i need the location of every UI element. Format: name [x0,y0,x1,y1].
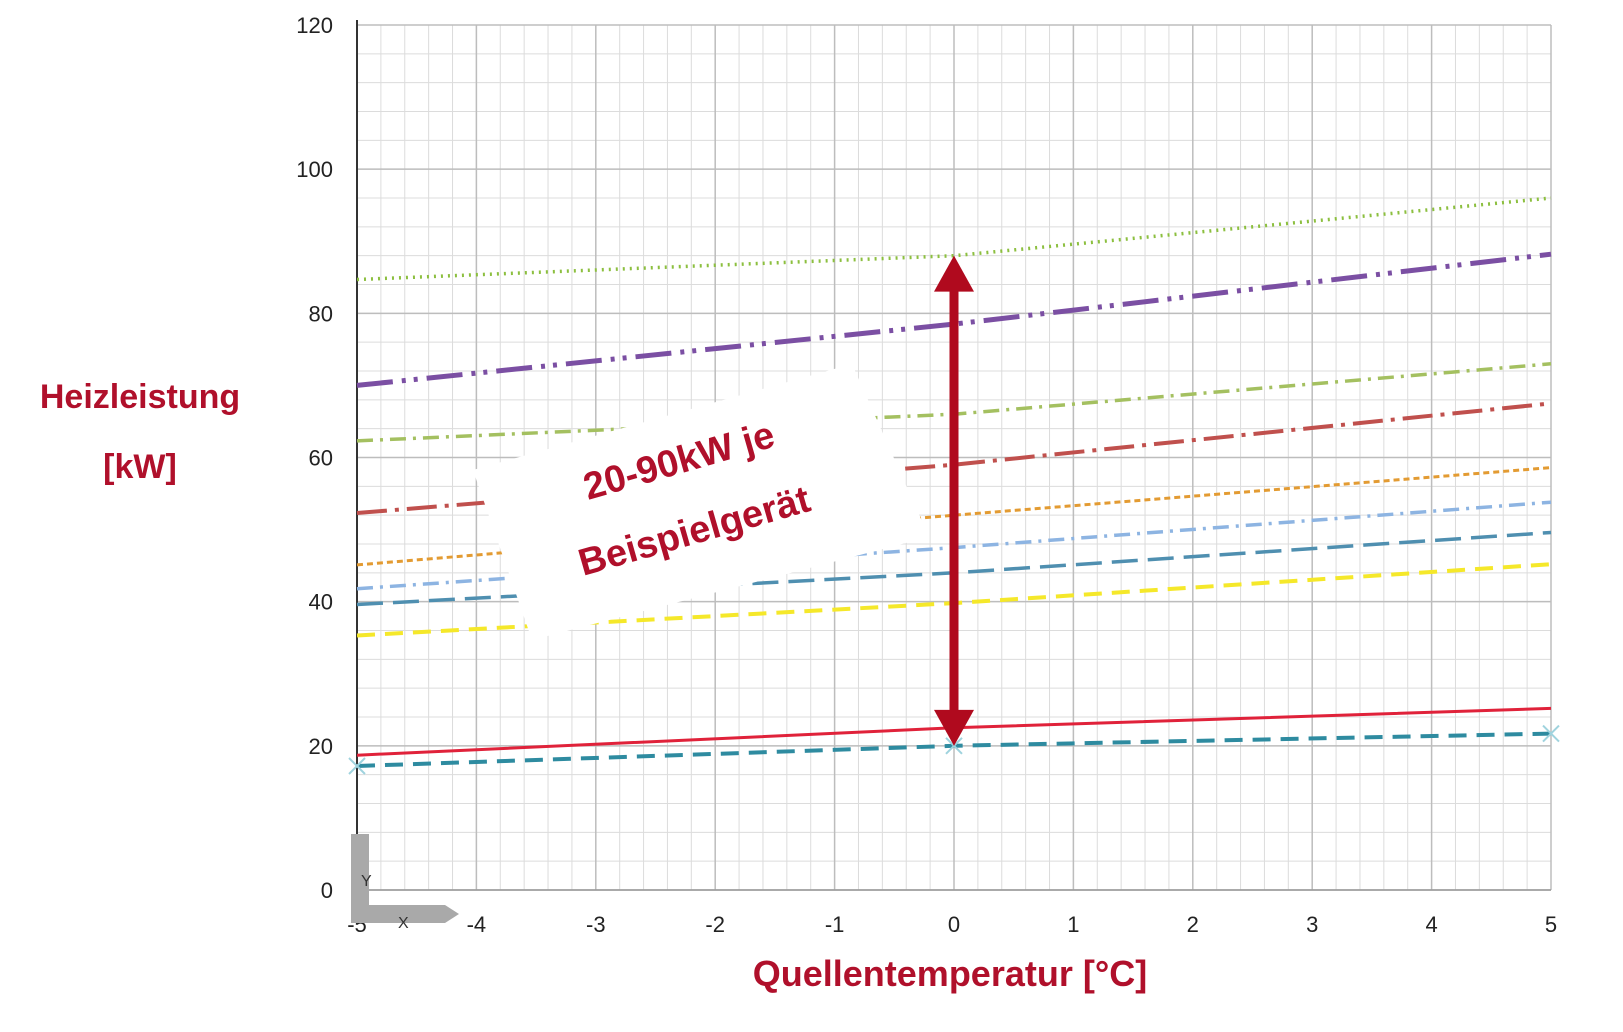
x-tick-label: -1 [825,912,845,937]
arrow-head-down [934,709,974,746]
x-tick-label: -3 [586,912,606,937]
series-marker [348,757,366,775]
x-tick-label: -4 [467,912,487,937]
y-tick-label: 20 [309,734,333,759]
y-tick-label: 0 [321,878,333,903]
series-marker [1542,724,1560,743]
y-tick-label: 60 [309,446,333,471]
x-tick-label: 3 [1306,912,1318,937]
x-axis-label: Quellentemperatur [°C] [752,953,1148,994]
x-tick-label: 5 [1545,912,1557,937]
axis-y-glyph: Y [361,873,372,890]
callout-box [473,364,929,640]
x-tick-label: 0 [948,912,960,937]
x-tick-label: 2 [1187,912,1199,937]
axis-x-glyph: X [398,915,409,932]
x-tick-label: 1 [1067,912,1079,937]
x-tick-label: 4 [1425,912,1437,937]
x-tick-label: -2 [705,912,725,937]
range-arrow [934,255,974,746]
y-tick-label: 100 [296,157,333,182]
series-line-2 [356,251,1552,388]
y-tick-label: 80 [309,301,333,326]
y-axis-label-line2: [kW] [103,448,177,486]
y-axis-label-line1: Heizleistung [39,378,241,416]
arrow-head-up [934,255,974,292]
y-tick-label: 40 [309,590,333,615]
y-tick-label: 120 [296,13,333,38]
callout: 20-90kW je Beispielgerät [473,364,929,640]
xy-axis-icon: Y X [351,834,459,932]
